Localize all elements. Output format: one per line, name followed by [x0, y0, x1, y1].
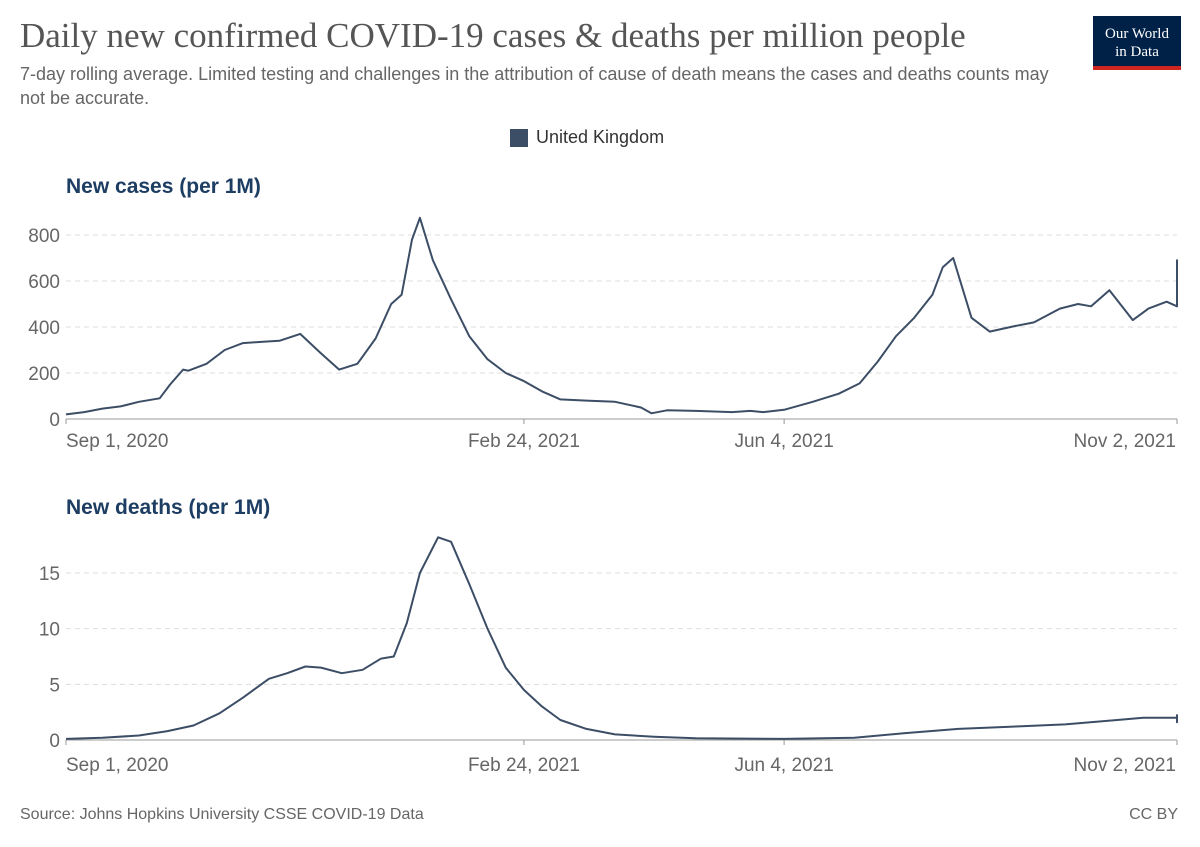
legend-swatch [510, 128, 528, 147]
y-tick-label: 0 [49, 410, 60, 431]
logo-line-1: Our World [1105, 26, 1169, 42]
y-tick-label: 5 [49, 675, 60, 696]
x-tick-label: Sep 1, 2020 [66, 755, 168, 776]
y-tick-label: 15 [39, 564, 60, 585]
x-tick-label: Nov 2, 2021 [1074, 431, 1176, 452]
y-tick-label: 600 [28, 272, 60, 293]
x-tick-label: Nov 2, 2021 [1074, 755, 1176, 776]
chart-title: Daily new confirmed COVID-19 cases & dea… [20, 16, 966, 55]
x-tick-label: Jun 4, 2021 [734, 755, 833, 776]
x-tick-label: Feb 24, 2021 [468, 755, 580, 776]
source-note[interactable]: Source: Johns Hopkins University CSSE CO… [20, 806, 424, 823]
y-tick-label: 10 [39, 620, 60, 641]
logo-line-2: in Data [1115, 44, 1159, 60]
y-tick-label: 0 [49, 731, 60, 752]
panel-title: New cases (per 1M) [66, 175, 261, 198]
panel-title: New deaths (per 1M) [66, 496, 270, 519]
x-tick-label: Sep 1, 2020 [66, 431, 168, 452]
license-note[interactable]: CC BY [1129, 806, 1178, 823]
series-line-united-kingdom [65, 216, 1178, 416]
x-tick-label: Feb 24, 2021 [468, 431, 580, 452]
y-tick-label: 800 [28, 226, 60, 247]
x-tick-label: Jun 4, 2021 [734, 431, 833, 452]
series-line-united-kingdom [65, 536, 1178, 740]
legend[interactable]: United Kingdom [510, 127, 664, 148]
owid-logo[interactable]: Our World in Data [1093, 16, 1181, 70]
y-tick-label: 200 [28, 364, 60, 385]
y-tick-label: 400 [28, 318, 60, 339]
chart-subtitle: 7-day rolling average. Limited testing a… [20, 64, 1049, 108]
legend-label: United Kingdom [536, 127, 665, 147]
